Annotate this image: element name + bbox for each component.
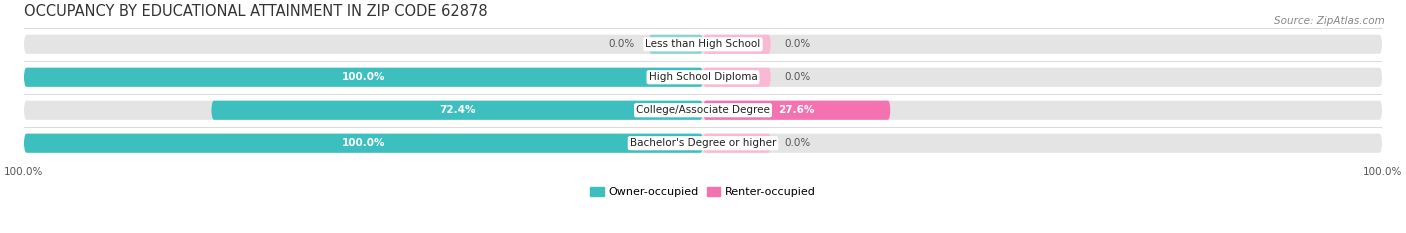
FancyBboxPatch shape (703, 134, 770, 153)
Text: 100.0%: 100.0% (342, 72, 385, 82)
FancyBboxPatch shape (703, 101, 890, 120)
Text: 0.0%: 0.0% (609, 39, 636, 49)
Text: 0.0%: 0.0% (785, 138, 811, 148)
FancyBboxPatch shape (24, 134, 1382, 153)
FancyBboxPatch shape (24, 68, 703, 87)
Text: 72.4%: 72.4% (439, 105, 475, 115)
FancyBboxPatch shape (703, 35, 770, 54)
FancyBboxPatch shape (24, 35, 1382, 54)
Text: High School Diploma: High School Diploma (648, 72, 758, 82)
Text: 0.0%: 0.0% (785, 72, 811, 82)
FancyBboxPatch shape (703, 68, 770, 87)
FancyBboxPatch shape (24, 101, 1382, 120)
Text: Less than High School: Less than High School (645, 39, 761, 49)
Text: 0.0%: 0.0% (785, 39, 811, 49)
Text: OCCUPANCY BY EDUCATIONAL ATTAINMENT IN ZIP CODE 62878: OCCUPANCY BY EDUCATIONAL ATTAINMENT IN Z… (24, 4, 488, 19)
Text: 27.6%: 27.6% (779, 105, 815, 115)
FancyBboxPatch shape (648, 35, 703, 54)
Text: Source: ZipAtlas.com: Source: ZipAtlas.com (1274, 16, 1385, 26)
FancyBboxPatch shape (24, 68, 1382, 87)
Legend: Owner-occupied, Renter-occupied: Owner-occupied, Renter-occupied (586, 182, 820, 202)
Text: Bachelor's Degree or higher: Bachelor's Degree or higher (630, 138, 776, 148)
Text: 100.0%: 100.0% (342, 138, 385, 148)
FancyBboxPatch shape (24, 134, 703, 153)
Text: College/Associate Degree: College/Associate Degree (636, 105, 770, 115)
FancyBboxPatch shape (211, 101, 703, 120)
